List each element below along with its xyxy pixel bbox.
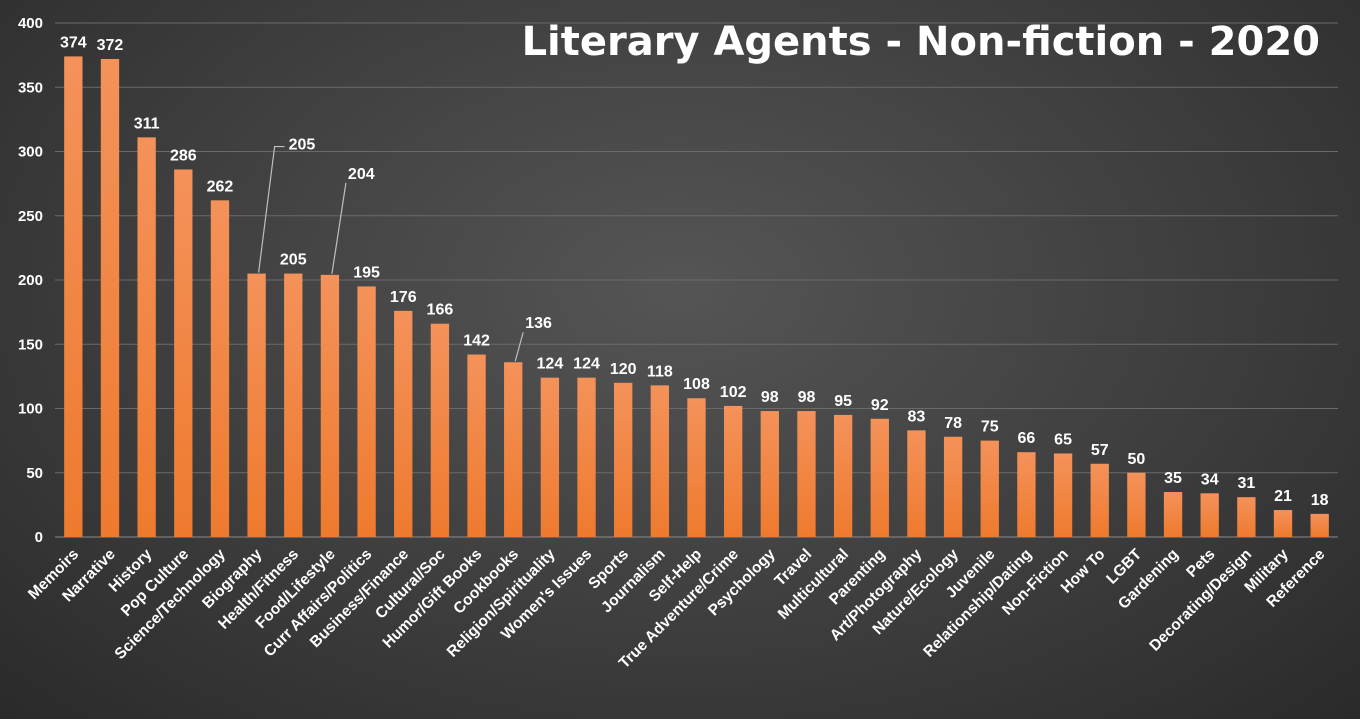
bar bbox=[137, 137, 156, 538]
bar bbox=[687, 398, 706, 537]
data-label: 286 bbox=[170, 147, 197, 164]
bar bbox=[1090, 463, 1109, 537]
y-axis-ticks: 0 50 100 150 200 250 300 350 400 bbox=[18, 15, 43, 546]
y-tick-label: 350 bbox=[18, 79, 43, 96]
data-label: 136 bbox=[525, 315, 552, 332]
bar bbox=[1127, 472, 1146, 537]
gridlines bbox=[55, 22, 1338, 538]
data-label: 65 bbox=[1054, 431, 1072, 448]
bar bbox=[723, 405, 743, 537]
bar bbox=[284, 273, 303, 537]
chart-title: Literary Agents - Non-fiction - 2020 bbox=[522, 19, 1320, 65]
leader-lines bbox=[258, 145, 524, 362]
bar bbox=[210, 200, 230, 537]
leader-line bbox=[331, 182, 347, 274]
data-label: 98 bbox=[798, 389, 816, 406]
bar bbox=[1017, 452, 1036, 537]
data-label: 35 bbox=[1164, 470, 1182, 487]
y-tick-label: 0 bbox=[35, 529, 43, 546]
bar bbox=[504, 362, 523, 537]
data-label: 66 bbox=[1018, 430, 1036, 447]
bar bbox=[430, 323, 450, 537]
data-label: 176 bbox=[390, 289, 417, 306]
bar bbox=[870, 418, 889, 537]
bar bbox=[394, 310, 413, 537]
bar bbox=[650, 385, 670, 537]
leader-line bbox=[258, 145, 285, 273]
data-label: 311 bbox=[134, 115, 160, 132]
data-label: 78 bbox=[944, 415, 962, 432]
data-label: 75 bbox=[981, 419, 999, 436]
data-label: 18 bbox=[1311, 492, 1329, 509]
bar bbox=[64, 56, 83, 537]
bar bbox=[833, 414, 853, 537]
data-label: 95 bbox=[834, 393, 852, 410]
bar bbox=[1237, 497, 1256, 537]
bar bbox=[614, 382, 633, 537]
bar bbox=[1310, 513, 1329, 537]
bar bbox=[907, 430, 926, 537]
data-label: 124 bbox=[537, 356, 564, 373]
data-label: 142 bbox=[463, 333, 490, 350]
y-tick-label: 200 bbox=[18, 272, 43, 289]
leader-line bbox=[514, 332, 524, 362]
data-label: 372 bbox=[97, 37, 124, 54]
bar bbox=[980, 440, 999, 537]
bar bbox=[1053, 453, 1073, 537]
bar bbox=[797, 411, 816, 537]
data-label: 108 bbox=[683, 376, 710, 393]
bar bbox=[100, 58, 120, 537]
bar bbox=[320, 274, 340, 537]
data-label: 92 bbox=[871, 397, 889, 414]
bar bbox=[247, 273, 266, 537]
data-label: 102 bbox=[720, 384, 747, 401]
y-tick-label: 250 bbox=[18, 208, 43, 225]
data-label: 98 bbox=[761, 389, 779, 406]
y-tick-label: 50 bbox=[26, 465, 43, 482]
y-tick-label: 150 bbox=[18, 336, 43, 353]
bar bbox=[357, 286, 376, 537]
bar bbox=[943, 436, 963, 537]
bar bbox=[467, 354, 486, 537]
bar bbox=[1163, 492, 1183, 537]
bar bbox=[540, 377, 560, 537]
bar bbox=[1200, 493, 1219, 537]
data-label: 124 bbox=[573, 356, 600, 373]
bar bbox=[1273, 510, 1293, 537]
data-label: 118 bbox=[647, 363, 673, 380]
y-tick-label: 400 bbox=[18, 15, 43, 32]
data-label: 166 bbox=[427, 302, 454, 319]
y-tick-label: 100 bbox=[18, 401, 43, 418]
bar bbox=[577, 377, 596, 537]
bar bbox=[174, 169, 193, 538]
data-label: 120 bbox=[610, 361, 637, 378]
data-labels: 374 372 311 286 262 205 205 204 195 176 166 142 136 1… bbox=[60, 34, 1329, 508]
data-label: 21 bbox=[1274, 488, 1292, 505]
data-label: 50 bbox=[1127, 451, 1145, 468]
data-label: 195 bbox=[353, 264, 380, 281]
data-label: 34 bbox=[1201, 471, 1219, 488]
bars bbox=[64, 56, 1329, 538]
data-label: 205 bbox=[289, 137, 316, 154]
bar bbox=[760, 411, 779, 537]
data-label: 262 bbox=[207, 178, 234, 195]
data-label: 83 bbox=[908, 408, 926, 425]
data-label: 57 bbox=[1091, 442, 1109, 459]
y-tick-label: 300 bbox=[18, 144, 43, 161]
data-label: 374 bbox=[60, 34, 87, 51]
data-label: 205 bbox=[280, 252, 307, 269]
data-label: 204 bbox=[348, 166, 375, 183]
data-label: 31 bbox=[1237, 475, 1255, 492]
